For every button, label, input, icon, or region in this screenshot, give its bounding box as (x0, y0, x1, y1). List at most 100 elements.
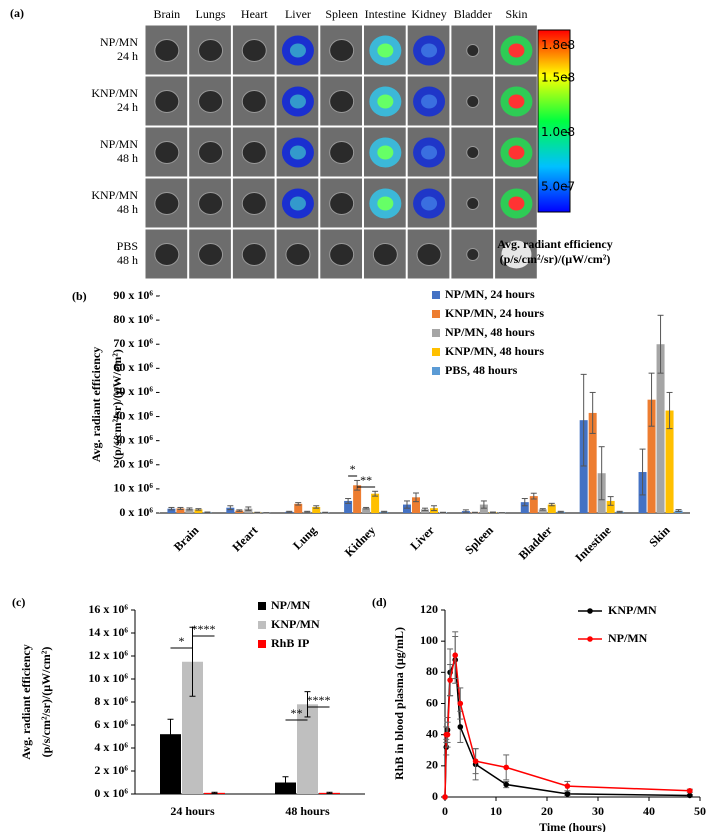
bar (167, 508, 176, 513)
annotation: ** (360, 473, 372, 487)
marker (442, 794, 448, 800)
row-label: 24 h (117, 49, 138, 63)
x-tick-label: Lung (290, 523, 319, 552)
colorbar-title: Avg. radiant efficiency (497, 237, 612, 251)
marker (447, 677, 453, 683)
y-tick-label: 4 x 10⁶ (94, 740, 128, 754)
row-label: 48 h (117, 253, 138, 267)
colorbar-tick-label: 1.0e8 (541, 125, 575, 139)
bar (647, 399, 656, 513)
column-label: Brain (154, 7, 181, 21)
legend-swatch (432, 348, 440, 356)
column-label: Heart (241, 7, 268, 21)
bar (176, 508, 185, 513)
bar (538, 509, 547, 513)
signal-core (377, 196, 394, 211)
y-tick-label: 30 x 10⁶ (113, 432, 153, 446)
legend-label: NP/MN (271, 598, 311, 612)
colorbar-title: (p/s/cm²/sr)/(µW/cm²) (500, 252, 611, 266)
x-tick-label: 40 (643, 804, 655, 818)
organ (154, 90, 180, 113)
y-tick-label: 120 (420, 602, 438, 616)
annotation: **** (307, 693, 331, 707)
legend-label: KNP/MN (271, 617, 320, 631)
organ (154, 141, 180, 164)
bar (479, 504, 488, 513)
marker (687, 787, 693, 794)
legend-swatch (432, 291, 440, 299)
organ (154, 192, 180, 215)
y-tick-label: 80 x 10⁶ (113, 312, 153, 326)
y-tick-label: 16 x 10⁶ (88, 602, 128, 616)
y-tick-label: 8 x 10⁶ (94, 694, 128, 708)
y-tick-label: 12 x 10⁶ (88, 648, 128, 662)
annotation: * (350, 462, 356, 476)
x-tick-label: 24 hours (170, 804, 215, 818)
signal-core (508, 43, 525, 58)
y-tick-label: 90 x 10⁶ (113, 288, 153, 302)
row-label: PBS (117, 239, 138, 253)
y-tick-label: 0 x 10⁶ (94, 786, 128, 800)
x-tick-label: 48 hours (285, 804, 330, 818)
legend-swatch (258, 621, 266, 629)
legend-swatch (258, 640, 266, 648)
x-tick-label: Kidney (342, 523, 378, 559)
organ (154, 243, 180, 266)
x-tick-label: Heart (229, 523, 260, 554)
marker (444, 731, 451, 738)
x-tick-label: 50 (694, 804, 706, 818)
legend-swatch (432, 329, 440, 337)
legend-label: NP/MN, 48 hours (445, 325, 535, 339)
column-label: Intestine (365, 7, 406, 21)
organ-image (188, 177, 232, 229)
y-tick-label: 40 x 10⁶ (113, 408, 153, 422)
organ (241, 192, 267, 215)
x-tick-label: Skin (646, 523, 673, 550)
y-tick-label: 40 (426, 726, 438, 740)
organ (466, 146, 480, 159)
organ (198, 90, 224, 113)
organ (241, 39, 267, 62)
panel-label: (b) (72, 289, 87, 303)
signal-core (508, 196, 525, 211)
colorbar-tick-label: 5.0e7 (541, 179, 575, 193)
bar (529, 496, 538, 513)
marker (472, 758, 479, 764)
signal-core (421, 145, 438, 160)
bar (185, 508, 194, 513)
bar (371, 493, 380, 513)
column-label: Liver (285, 7, 311, 21)
x-tick-label: 0 (442, 804, 448, 818)
x-tick-label: 30 (592, 804, 604, 818)
column-label: Bladder (454, 7, 492, 21)
x-tick-label: Liver (407, 523, 437, 553)
bar (194, 509, 203, 513)
y-axis-label: RhB in blood plasma (µg/mL) (392, 627, 406, 780)
marker (457, 724, 464, 730)
signal-core (377, 94, 394, 109)
row-label: KNP/MN (91, 86, 138, 100)
bar (579, 420, 588, 513)
panel-label: (a) (10, 6, 24, 20)
signal-core (508, 145, 525, 160)
y-tick-label: 20 (426, 758, 438, 772)
legend-swatch (432, 367, 440, 375)
organ (329, 39, 355, 62)
x-tick-label: Bladder (516, 523, 556, 563)
y-tick-label: 0 (432, 789, 438, 803)
marker (687, 792, 693, 799)
organ (372, 243, 398, 266)
y-tick-label: 60 x 10⁶ (113, 360, 153, 374)
colorbar-tick-label: 1.5e8 (541, 70, 575, 84)
bar (297, 704, 318, 794)
column-label: Kidney (411, 7, 446, 21)
row-label: 48 h (117, 151, 138, 165)
y-tick-label: 0 x 10⁶ (119, 505, 153, 519)
signal-core (289, 196, 306, 211)
series-line (444, 655, 690, 798)
y-tick-label: 10 x 10⁶ (113, 481, 153, 495)
row-label: NP/MN (100, 35, 138, 49)
bar (412, 497, 420, 513)
organ (466, 44, 480, 57)
